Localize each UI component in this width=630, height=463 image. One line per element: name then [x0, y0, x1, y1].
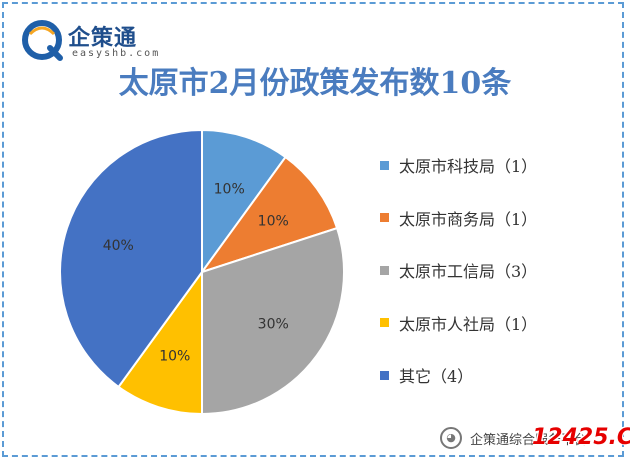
logo-name: 企策通 — [68, 26, 138, 51]
chart-legend: 太原市科技局（1） 太原市商务局（1） 太原市工信局（3） 太原市人社局（1） 其它（4… — [380, 152, 580, 415]
legend-label: 太原市人社局（1） — [399, 314, 538, 334]
watermark-site: 12425.CN — [532, 425, 630, 450]
pie-labels: 10% 10% 30% 10% 40% — [103, 181, 289, 364]
pie-slice-renshe — [117, 268, 203, 416]
legend-swatch — [380, 318, 389, 327]
pie-slice-gongxin — [201, 226, 345, 416]
pie-label-qita: 40% — [103, 238, 134, 254]
logo-badge-icon — [22, 20, 63, 61]
legend-item-qita: 其它（4） — [380, 362, 580, 388]
pie-label-shangwu: 10% — [258, 213, 289, 229]
pie-label-gongxin: 30% — [258, 317, 289, 333]
legend-swatch — [380, 265, 389, 275]
legend-label: 太原市商务局（1） — [399, 209, 538, 229]
legend-item-renshe: 太原市人社局（1） — [380, 310, 580, 336]
logo: 企策通 easyshb.com — [22, 18, 162, 64]
watermark: ◕ 企策通综合服务平台 12425.CN — [440, 423, 630, 453]
legend-swatch — [380, 370, 389, 380]
pie-slice-qita — [59, 128, 203, 389]
legend-item-keji: 太原市科技局（1） — [380, 152, 580, 178]
legend-item-gongxin: 太原市工信局（3） — [380, 257, 580, 283]
legend-label: 太原市工信局（3） — [399, 262, 538, 281]
pie-slices — [59, 128, 345, 416]
legend-label: 其它（4） — [399, 367, 474, 386]
wechat-icon: ◕ — [440, 427, 462, 449]
legend-swatch — [380, 160, 389, 170]
chart-title: 太原市2月份政策发布数10条 — [118, 66, 512, 101]
pie-slice-shangwu — [199, 155, 339, 274]
pie-slice-keji — [201, 128, 287, 276]
legend-swatch — [380, 213, 389, 222]
legend-item-shangwu: 太原市商务局（1） — [380, 205, 580, 231]
pie-label-renshe: 10% — [159, 349, 190, 365]
legend-label: 太原市科技局（1） — [399, 157, 538, 176]
pie-label-keji: 10% — [214, 181, 245, 197]
watermark-text: 企策通综合服务平台 — [470, 433, 588, 448]
logo-domain: easyshb.com — [72, 48, 161, 59]
